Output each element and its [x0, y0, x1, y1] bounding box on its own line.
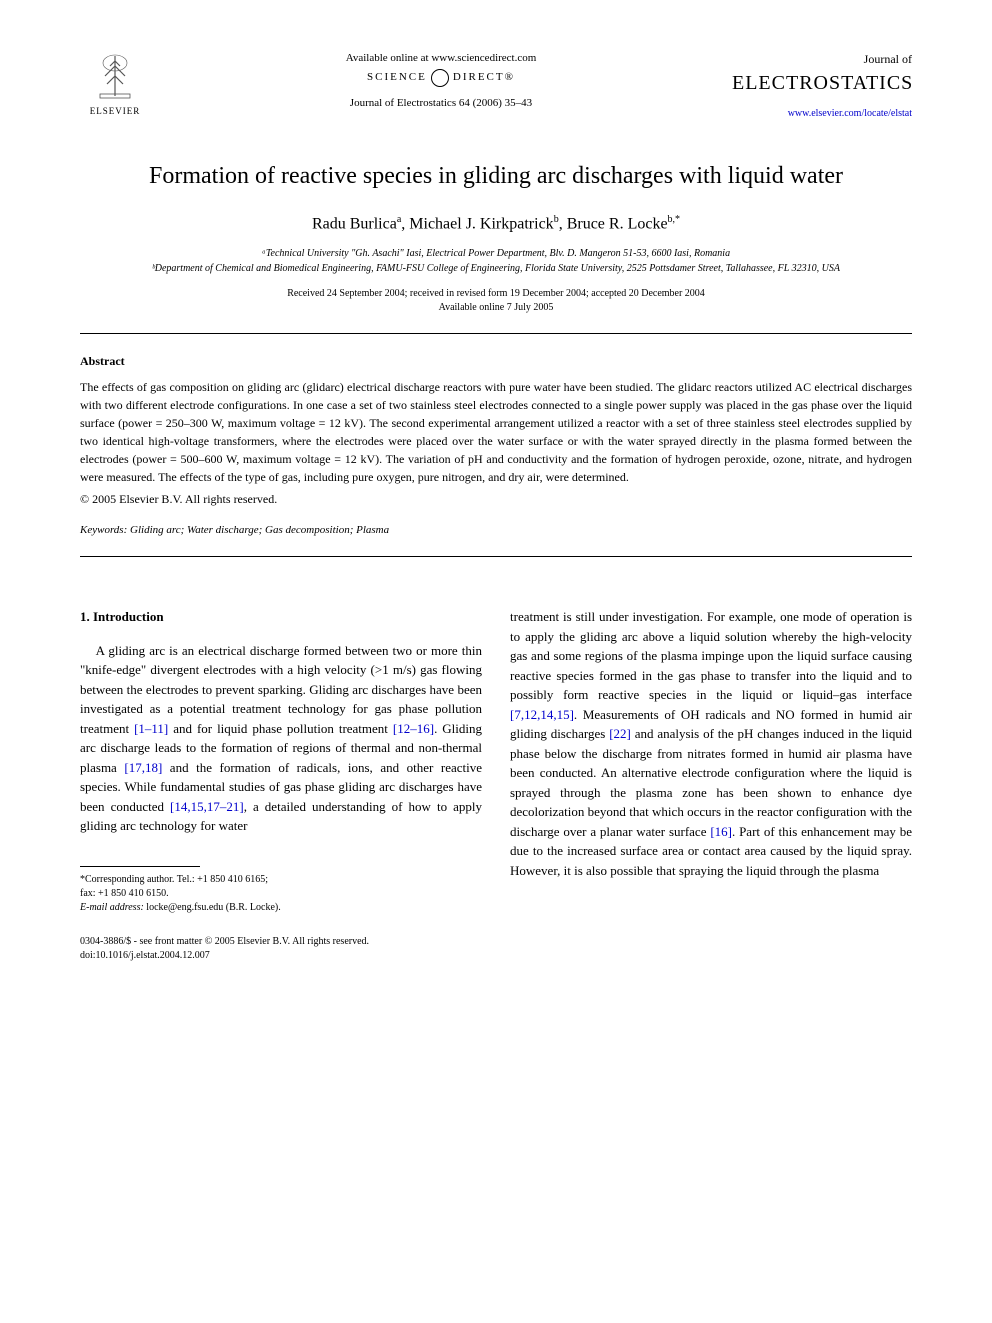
- header-row: ELSEVIER Available online at www.science…: [80, 50, 912, 121]
- footnote-email-label: E-mail address:: [80, 902, 144, 913]
- abstract-text: The effects of gas composition on glidin…: [80, 378, 912, 486]
- ref-link[interactable]: [17,18]: [124, 760, 162, 775]
- ref-link[interactable]: [22]: [609, 726, 631, 741]
- keywords-text: Gliding arc; Water discharge; Gas decomp…: [130, 524, 389, 536]
- footnote-email-line: E-mail address: locke@eng.fsu.edu (B.R. …: [80, 901, 482, 915]
- journal-name: ELECTROSTATICS: [732, 68, 912, 98]
- footnote-rule: [80, 866, 200, 867]
- sciencedirect-text-right: DIRECT®: [453, 69, 515, 86]
- footnote-fax: fax: +1 850 410 6150.: [80, 887, 482, 901]
- abstract-copyright: © 2005 Elsevier B.V. All rights reserved…: [80, 490, 912, 508]
- body-column-left: 1. Introduction A gliding arc is an elec…: [80, 607, 482, 963]
- ref-link[interactable]: [7,12,14,15]: [510, 707, 574, 722]
- rule-top: [80, 333, 912, 334]
- ref-link[interactable]: [12–16]: [393, 721, 434, 736]
- rule-bottom: [80, 556, 912, 557]
- sciencedirect-logo: SCIENCE DIRECT®: [150, 69, 732, 87]
- dates-received: Received 24 September 2004; received in …: [80, 287, 912, 301]
- abstract-heading: Abstract: [80, 352, 912, 370]
- body-column-right: treatment is still under investigation. …: [510, 607, 912, 963]
- sciencedirect-swirl-icon: [431, 69, 449, 87]
- publisher-name: ELSEVIER: [90, 105, 141, 119]
- footer-doi: doi:10.1016/j.elstat.2004.12.007: [80, 949, 482, 963]
- journal-reference: Journal of Electrostatics 64 (2006) 35–4…: [150, 95, 732, 112]
- body-columns: 1. Introduction A gliding arc is an elec…: [80, 607, 912, 963]
- journal-of-label: Journal of: [732, 50, 912, 68]
- corresponding-author-footnote: *Corresponding author. Tel.: +1 850 410 …: [80, 873, 482, 915]
- footer-issn: 0304-3886/$ - see front matter © 2005 El…: [80, 935, 482, 949]
- abstract-body: The effects of gas composition on glidin…: [80, 380, 912, 484]
- authors-line: Radu Burlicaa, Michael J. Kirkpatrickb, …: [80, 212, 912, 236]
- article-title: Formation of reactive species in gliding…: [140, 161, 852, 192]
- dates-available: Available online 7 July 2005: [80, 301, 912, 315]
- affiliation-a: ᵃTechnical University "Gh. Asachi" Iasi,…: [120, 247, 872, 260]
- journal-logo-block: Journal of ELECTROSTATICS www.elsevier.c…: [732, 50, 912, 121]
- ref-link[interactable]: [16]: [710, 824, 732, 839]
- available-online-text: Available online at www.sciencedirect.co…: [150, 50, 732, 67]
- publisher-logo: ELSEVIER: [80, 50, 150, 120]
- affiliation-b: ᵇDepartment of Chemical and Biomedical E…: [120, 262, 872, 275]
- elsevier-tree-icon: [90, 51, 140, 101]
- footnote-corr: *Corresponding author. Tel.: +1 850 410 …: [80, 873, 482, 887]
- section-1-heading: 1. Introduction: [80, 607, 482, 627]
- keywords-label: Keywords:: [80, 524, 127, 536]
- sciencedirect-text-left: SCIENCE: [367, 69, 427, 86]
- intro-paragraph-1: A gliding arc is an electrical discharge…: [80, 641, 482, 836]
- center-header: Available online at www.sciencedirect.co…: [150, 50, 732, 111]
- article-dates: Received 24 September 2004; received in …: [80, 287, 912, 315]
- intro-paragraph-1-cont: treatment is still under investigation. …: [510, 607, 912, 880]
- issn-doi-footer: 0304-3886/$ - see front matter © 2005 El…: [80, 935, 482, 963]
- footnote-email: locke@eng.fsu.edu (B.R. Locke).: [146, 902, 280, 913]
- ref-link[interactable]: [1–11]: [134, 721, 168, 736]
- keywords-line: Keywords: Gliding arc; Water discharge; …: [80, 522, 912, 539]
- ref-link[interactable]: [14,15,17–21]: [170, 799, 244, 814]
- journal-link[interactable]: www.elsevier.com/locate/elstat: [732, 106, 912, 121]
